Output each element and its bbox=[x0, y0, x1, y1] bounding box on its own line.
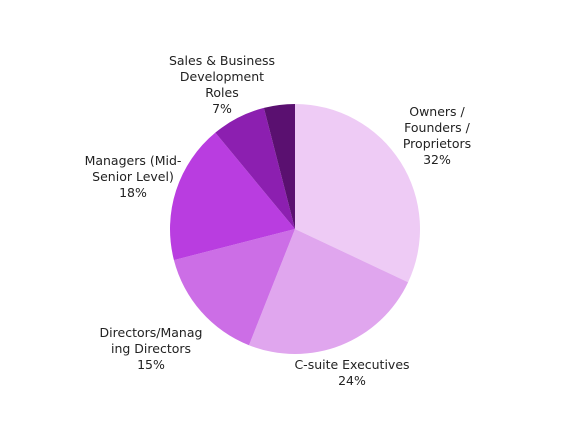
percent-label: 24% bbox=[338, 373, 366, 388]
slice-label: Owners / Founders / Proprietors 32% bbox=[392, 104, 482, 168]
slice-label: Directors/Managing Directors 15% bbox=[91, 325, 211, 373]
category-label: Directors/Managing Directors bbox=[99, 325, 203, 356]
percent-label: 7% bbox=[212, 101, 232, 116]
slice-label: C-suite Executives 24% bbox=[287, 357, 417, 389]
category-label: Owners / Founders / Proprietors bbox=[402, 104, 472, 151]
category-label: Managers (Mid-Senior Level) bbox=[84, 153, 182, 184]
percent-label: 18% bbox=[119, 185, 147, 200]
category-label: C-suite Executives bbox=[294, 357, 410, 372]
percent-label: 15% bbox=[137, 357, 165, 372]
pie-slice bbox=[173, 229, 295, 346]
slice-label: Sales & Business Development Roles 7% bbox=[162, 53, 282, 117]
pie-slice bbox=[263, 104, 295, 229]
percent-label: 32% bbox=[423, 152, 451, 167]
pie-slice bbox=[215, 107, 295, 229]
pie-slice bbox=[295, 104, 421, 283]
pie-slice bbox=[248, 229, 409, 354]
slice-label: Managers (Mid-Senior Level) 18% bbox=[78, 153, 188, 201]
pie-slice bbox=[170, 132, 295, 261]
category-label: Sales & Business Development Roles bbox=[168, 53, 276, 100]
